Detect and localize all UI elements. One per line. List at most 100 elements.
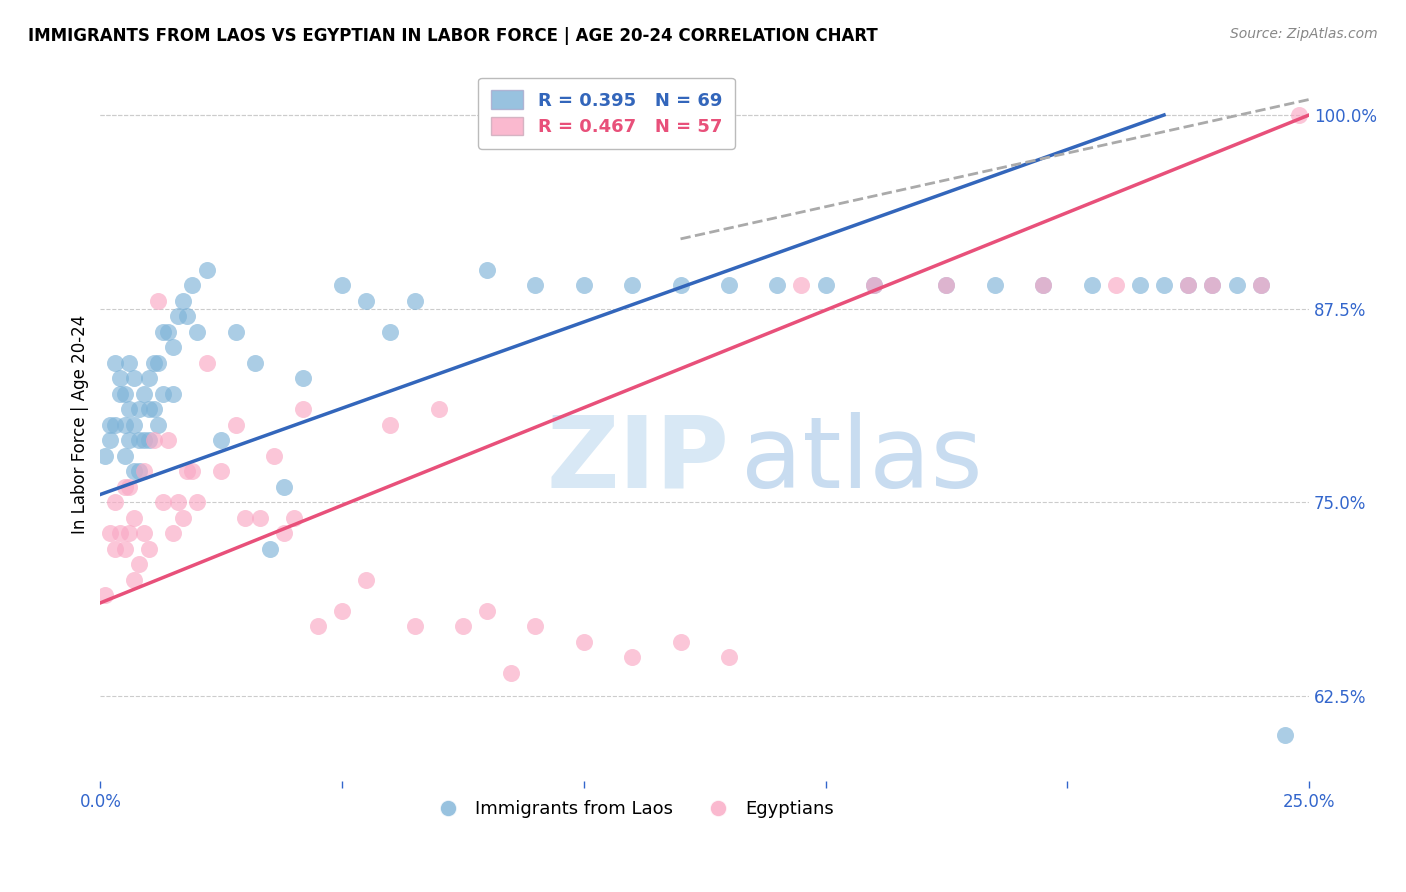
- Point: [114, 386, 136, 401]
- Point: [166, 495, 188, 509]
- Point: [122, 371, 145, 385]
- Point: [148, 293, 170, 308]
- Point: [104, 495, 127, 509]
- Point: [209, 464, 232, 478]
- Point: [572, 278, 595, 293]
- Point: [128, 434, 150, 448]
- Point: [1177, 278, 1199, 293]
- Text: atlas: atlas: [741, 412, 983, 508]
- Point: [380, 417, 402, 432]
- Point: [172, 510, 194, 524]
- Point: [404, 619, 426, 633]
- Point: [108, 386, 131, 401]
- Point: [501, 665, 523, 680]
- Point: [273, 526, 295, 541]
- Point: [475, 604, 498, 618]
- Point: [94, 449, 117, 463]
- Point: [157, 325, 180, 339]
- Point: [132, 526, 155, 541]
- Point: [243, 356, 266, 370]
- Point: [132, 434, 155, 448]
- Y-axis label: In Labor Force | Age 20-24: In Labor Force | Age 20-24: [72, 315, 89, 534]
- Point: [292, 371, 315, 385]
- Point: [118, 480, 141, 494]
- Point: [114, 449, 136, 463]
- Point: [814, 278, 837, 293]
- Point: [98, 434, 121, 448]
- Point: [1032, 278, 1054, 293]
- Point: [669, 634, 692, 648]
- Point: [524, 619, 547, 633]
- Point: [195, 356, 218, 370]
- Point: [356, 293, 378, 308]
- Point: [225, 417, 247, 432]
- Point: [104, 356, 127, 370]
- Point: [152, 325, 174, 339]
- Point: [935, 278, 957, 293]
- Point: [717, 278, 740, 293]
- Point: [195, 263, 218, 277]
- Point: [524, 278, 547, 293]
- Point: [356, 573, 378, 587]
- Point: [118, 434, 141, 448]
- Legend: Immigrants from Laos, Egyptians: Immigrants from Laos, Egyptians: [423, 793, 841, 825]
- Point: [114, 417, 136, 432]
- Point: [621, 650, 644, 665]
- Point: [1274, 727, 1296, 741]
- Point: [1201, 278, 1223, 293]
- Point: [935, 278, 957, 293]
- Point: [138, 434, 160, 448]
- Point: [209, 434, 232, 448]
- Point: [475, 263, 498, 277]
- Point: [94, 588, 117, 602]
- Point: [142, 356, 165, 370]
- Point: [152, 495, 174, 509]
- Point: [1032, 278, 1054, 293]
- Point: [128, 402, 150, 417]
- Point: [717, 650, 740, 665]
- Point: [122, 464, 145, 478]
- Point: [1080, 278, 1102, 293]
- Point: [1225, 278, 1247, 293]
- Point: [122, 417, 145, 432]
- Point: [181, 464, 204, 478]
- Point: [330, 278, 353, 293]
- Point: [114, 480, 136, 494]
- Point: [225, 325, 247, 339]
- Point: [138, 402, 160, 417]
- Point: [186, 495, 208, 509]
- Point: [172, 293, 194, 308]
- Point: [273, 480, 295, 494]
- Point: [292, 402, 315, 417]
- Point: [380, 325, 402, 339]
- Point: [404, 293, 426, 308]
- Point: [157, 434, 180, 448]
- Point: [1201, 278, 1223, 293]
- Point: [283, 510, 305, 524]
- Point: [128, 557, 150, 571]
- Point: [451, 619, 474, 633]
- Point: [98, 417, 121, 432]
- Point: [122, 510, 145, 524]
- Point: [427, 402, 450, 417]
- Point: [1288, 108, 1310, 122]
- Point: [138, 541, 160, 556]
- Point: [108, 371, 131, 385]
- Point: [118, 402, 141, 417]
- Point: [118, 526, 141, 541]
- Point: [98, 526, 121, 541]
- Point: [181, 278, 204, 293]
- Point: [1153, 278, 1175, 293]
- Point: [984, 278, 1007, 293]
- Point: [1129, 278, 1152, 293]
- Point: [572, 634, 595, 648]
- Point: [132, 464, 155, 478]
- Point: [766, 278, 789, 293]
- Point: [249, 510, 271, 524]
- Point: [621, 278, 644, 293]
- Point: [104, 417, 127, 432]
- Point: [118, 356, 141, 370]
- Point: [152, 386, 174, 401]
- Point: [330, 604, 353, 618]
- Point: [235, 510, 257, 524]
